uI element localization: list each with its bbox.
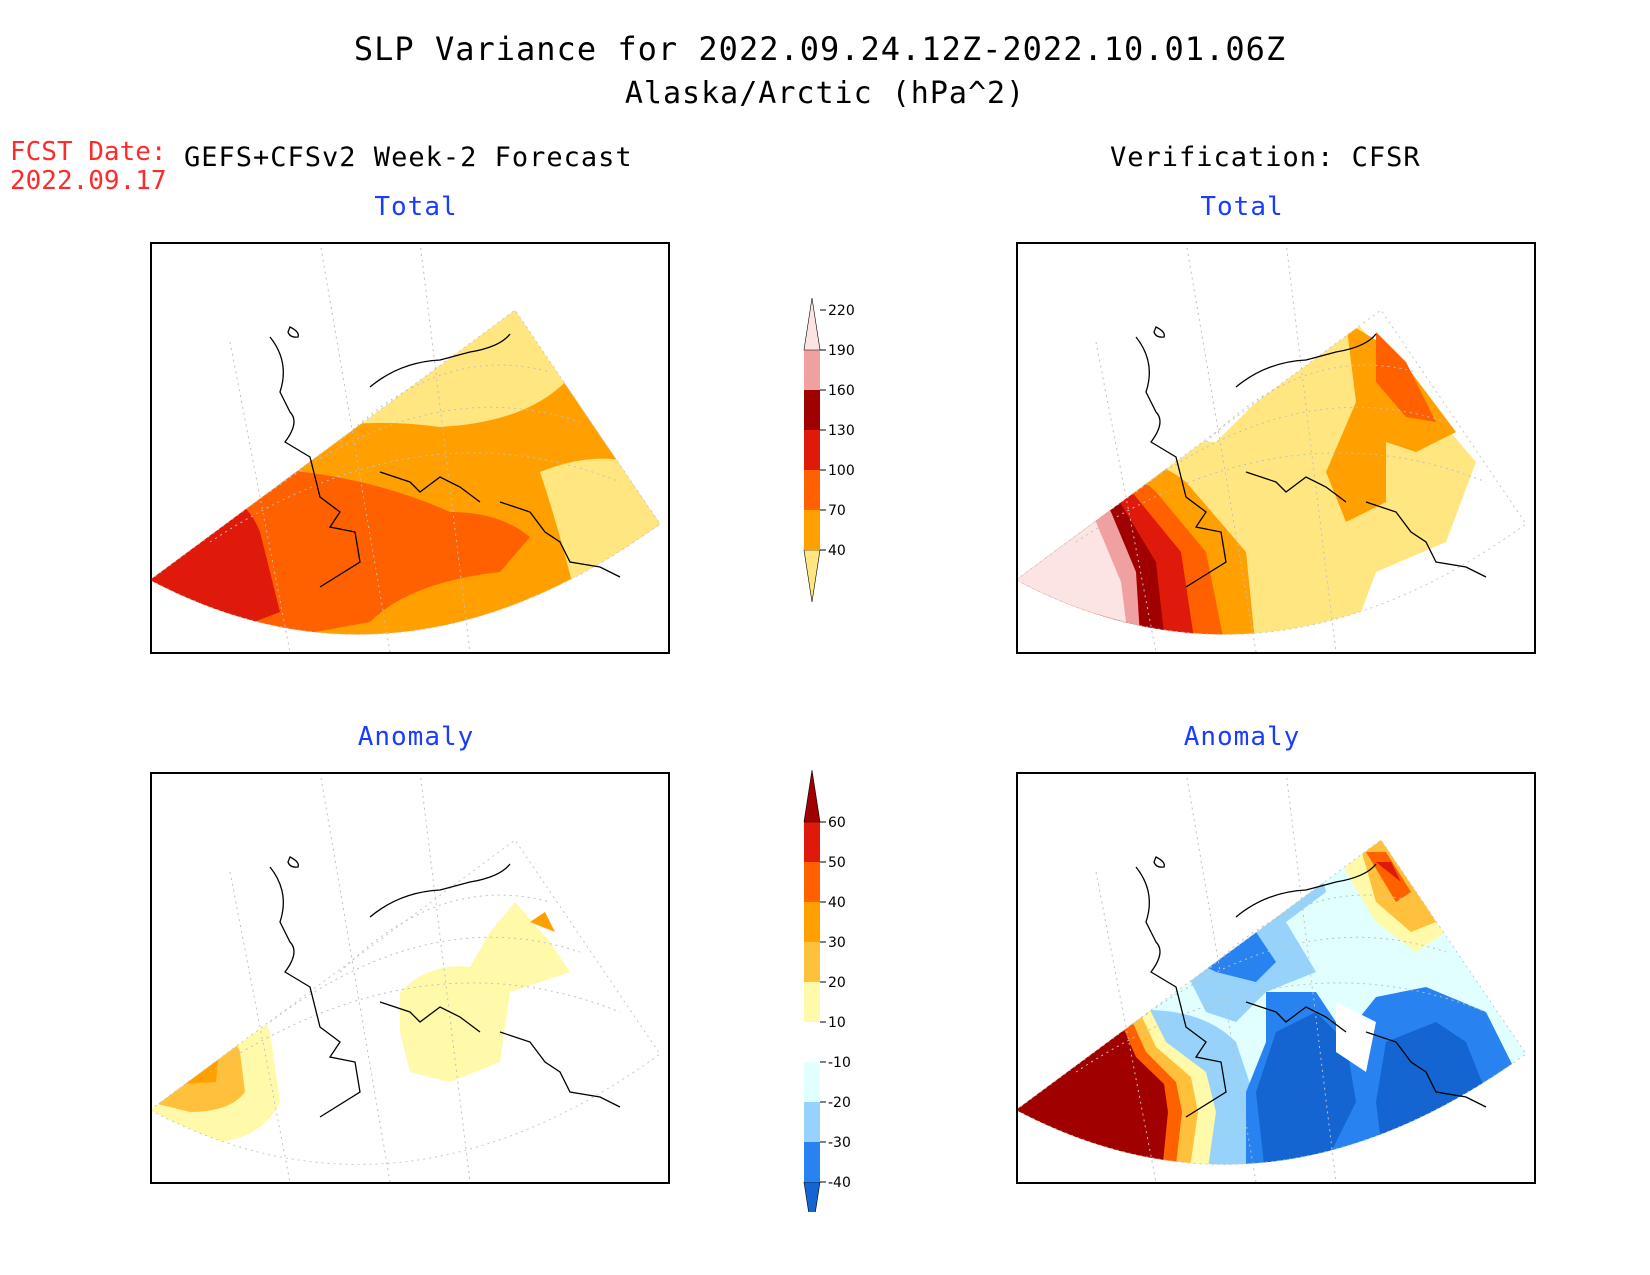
anomaly-colorbar-segment (804, 822, 820, 862)
verification-total-map (1016, 242, 1527, 652)
verification-anomaly-map (1016, 772, 1527, 1182)
anomaly-colorbar-segment (804, 1062, 820, 1102)
total-colorbar-segment (804, 350, 820, 390)
anomaly-colorbar-tick-label: -10 (828, 1055, 851, 1071)
forecast-total-title: Total (374, 192, 458, 222)
forecast-total-frame (150, 242, 670, 654)
forecast-total-map (150, 242, 661, 652)
anomaly-colorbar-tick-label: 50 (828, 855, 846, 871)
anomaly-colorbar-segment (804, 902, 820, 942)
total-colorbar-tick-label: 220 (828, 303, 855, 319)
forecast-anomaly-frame (150, 772, 670, 1184)
anomaly-colorbar-segment (804, 942, 820, 982)
total-colorbar-segment (804, 390, 820, 430)
chart-title: SLP Variance for 2022.09.24.12Z-2022.10.… (353, 30, 1287, 68)
total-colorbar: 40 70 100 130 160 190 220 (803, 297, 855, 603)
fcst-date-label: FCST Date: (10, 137, 167, 167)
anomaly-colorbar-tick-label: -30 (828, 1135, 851, 1151)
total-colorbar-tick-label: 190 (828, 343, 855, 359)
chart-subtitle: Alaska/Arctic (hPa^2) (624, 76, 1026, 111)
total-colorbar-segment (804, 470, 820, 510)
anomaly-colorbar-segment (804, 1022, 820, 1062)
anomaly-colorbar: -40 -30 -20 -10 10 20 30 40 50 60 (803, 769, 851, 1212)
anomaly-colorbar-segment (804, 862, 820, 902)
forecast-anomaly-map (150, 772, 661, 1182)
verification-anomaly-title: Anomaly (1183, 722, 1301, 752)
anomaly-colorbar-segment (804, 1102, 820, 1142)
anomaly-colorbar-segment (804, 982, 820, 1022)
verification-total-title: Total (1200, 192, 1284, 222)
verification-header: Verification: CFSR (1110, 142, 1421, 173)
total-colorbar-segment (804, 510, 820, 550)
total-colorbar-segment (803, 549, 821, 603)
anomaly-colorbar-tick-label: 30 (828, 935, 846, 951)
total-colorbar-tick-label: 100 (828, 463, 855, 479)
fcst-date: FCST Date: 2022.09.17 (10, 138, 167, 196)
forecast-header: GEFS+CFSv2 Week-2 Forecast (184, 142, 633, 173)
total-colorbar-segment (803, 297, 821, 351)
fcst-date-value: 2022.09.17 (10, 166, 167, 196)
forecast-anomaly-title: Anomaly (357, 722, 475, 752)
anomaly-colorbar-segment (803, 1181, 821, 1212)
total-colorbar-tick-label: 130 (828, 423, 855, 439)
anomaly-colorbar-tick-label: 10 (828, 1015, 846, 1031)
anomaly-colorbar-segment (804, 1142, 820, 1182)
anomaly-colorbar-tick-label: -20 (828, 1095, 851, 1111)
total-colorbar-tick-label: 40 (828, 543, 846, 559)
anomaly-colorbar-tick-label: 60 (828, 815, 846, 831)
anomaly-colorbar-segment (803, 769, 821, 823)
anomaly-colorbar-tick-label: 40 (828, 895, 846, 911)
anomaly-colorbar-tick-label: -40 (828, 1175, 851, 1191)
total-colorbar-segment (804, 430, 820, 470)
verification-anomaly-frame (1016, 772, 1536, 1184)
total-colorbar-tick-label: 160 (828, 383, 855, 399)
anomaly-colorbar-tick-label: 20 (828, 975, 846, 991)
total-colorbar-tick-label: 70 (828, 503, 846, 519)
verification-total-frame (1016, 242, 1536, 654)
